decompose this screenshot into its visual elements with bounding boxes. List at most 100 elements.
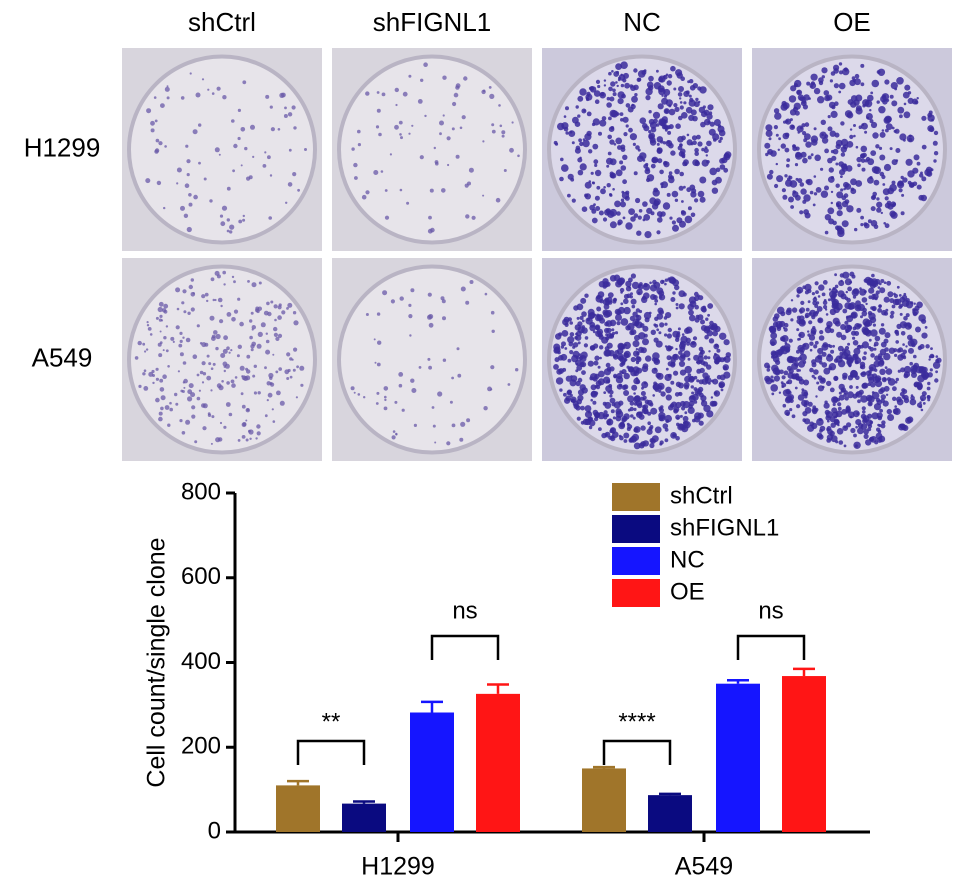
colony bbox=[807, 401, 813, 407]
colony bbox=[620, 302, 624, 306]
colony bbox=[201, 78, 205, 81]
colony bbox=[922, 402, 926, 405]
colony bbox=[580, 361, 587, 368]
colony bbox=[576, 316, 580, 320]
colony bbox=[603, 186, 606, 189]
colony bbox=[926, 395, 931, 400]
colony bbox=[900, 352, 906, 359]
colony bbox=[491, 123, 495, 127]
colony bbox=[854, 331, 860, 336]
colony bbox=[641, 381, 649, 389]
colony bbox=[642, 398, 646, 401]
colony bbox=[220, 221, 226, 227]
colony bbox=[898, 294, 902, 297]
colony bbox=[656, 142, 660, 146]
colony bbox=[180, 389, 184, 393]
colony bbox=[609, 397, 616, 404]
colony bbox=[152, 381, 155, 385]
colony bbox=[710, 379, 714, 383]
colony bbox=[783, 322, 789, 328]
colony bbox=[857, 399, 861, 404]
colony bbox=[780, 143, 786, 149]
colony bbox=[185, 144, 189, 148]
colony bbox=[378, 132, 382, 137]
colony bbox=[933, 151, 939, 156]
colony bbox=[604, 321, 609, 327]
colony bbox=[206, 354, 210, 358]
colony bbox=[427, 292, 432, 297]
colony bbox=[687, 206, 692, 211]
colony bbox=[827, 115, 831, 119]
colony bbox=[170, 336, 175, 341]
colony bbox=[650, 407, 658, 415]
colony bbox=[673, 370, 679, 376]
colony bbox=[920, 398, 924, 402]
colony bbox=[674, 198, 679, 202]
colony bbox=[688, 94, 692, 98]
colony bbox=[869, 109, 872, 112]
colony bbox=[643, 282, 648, 288]
colony bbox=[679, 369, 687, 376]
colony bbox=[226, 218, 230, 222]
colony bbox=[219, 214, 224, 218]
colony bbox=[210, 442, 213, 445]
colony bbox=[835, 183, 840, 188]
colony bbox=[659, 440, 664, 445]
colony bbox=[628, 277, 633, 283]
colony bbox=[209, 199, 213, 203]
colony bbox=[564, 322, 569, 327]
colony bbox=[365, 91, 370, 96]
colony bbox=[908, 347, 914, 354]
colony bbox=[883, 352, 891, 361]
colony bbox=[811, 362, 817, 368]
colony bbox=[211, 336, 216, 341]
colony bbox=[820, 190, 829, 198]
colony bbox=[814, 340, 819, 345]
colony bbox=[643, 214, 651, 221]
colony bbox=[809, 82, 817, 89]
colony bbox=[455, 154, 460, 159]
colony bbox=[622, 154, 628, 160]
colony bbox=[592, 400, 597, 405]
colony bbox=[459, 126, 463, 130]
colony bbox=[625, 286, 632, 292]
significance-bracket bbox=[602, 739, 672, 765]
colony bbox=[653, 337, 659, 343]
colony bbox=[703, 148, 709, 154]
colony bbox=[582, 139, 590, 148]
colony bbox=[399, 133, 402, 136]
colony bbox=[789, 398, 794, 403]
colony bbox=[832, 402, 836, 407]
colony bbox=[606, 327, 612, 334]
colony bbox=[157, 342, 162, 347]
colony bbox=[778, 391, 782, 394]
colony bbox=[677, 92, 683, 97]
colony bbox=[875, 290, 880, 295]
colony bbox=[241, 422, 247, 428]
colony bbox=[817, 385, 825, 392]
colony bbox=[231, 275, 235, 279]
colony bbox=[785, 309, 792, 316]
colony bbox=[143, 369, 147, 373]
colony bbox=[640, 391, 646, 396]
colony bbox=[501, 134, 505, 138]
colony bbox=[799, 319, 805, 325]
colony bbox=[791, 414, 796, 419]
colony bbox=[913, 354, 917, 359]
colony bbox=[818, 77, 824, 83]
colony bbox=[688, 309, 694, 316]
colony bbox=[790, 205, 794, 209]
colony bbox=[268, 216, 273, 220]
colony bbox=[183, 386, 186, 389]
colony bbox=[822, 280, 828, 285]
colony bbox=[719, 164, 726, 170]
colony bbox=[821, 362, 828, 368]
colony bbox=[226, 229, 230, 233]
colony bbox=[680, 76, 685, 81]
colony bbox=[468, 167, 474, 173]
colony bbox=[801, 399, 808, 407]
colony bbox=[674, 168, 680, 175]
colony bbox=[892, 202, 896, 206]
colony bbox=[561, 341, 566, 347]
colony bbox=[660, 391, 666, 397]
